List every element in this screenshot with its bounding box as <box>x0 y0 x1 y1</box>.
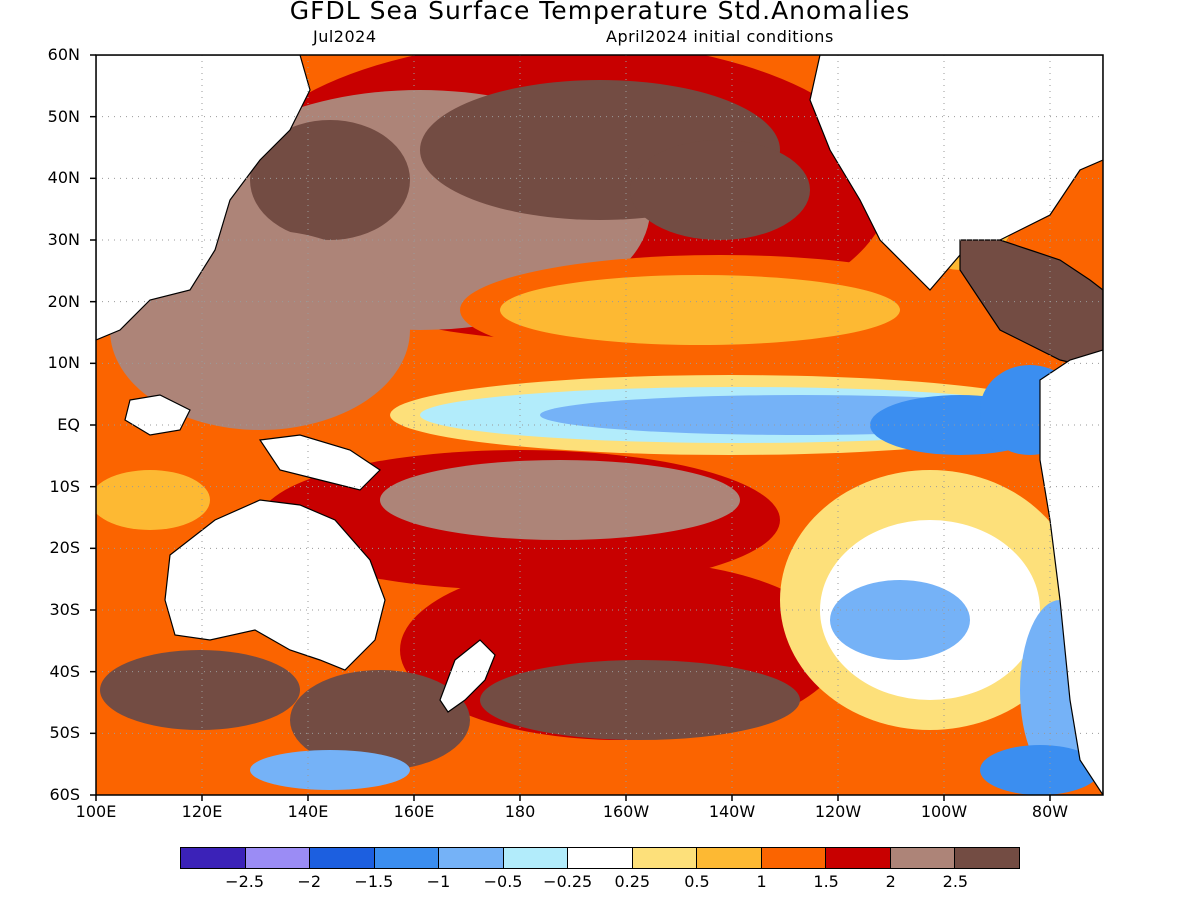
lat-tick-label: 60S <box>49 785 80 804</box>
anomaly-field <box>96 55 1103 795</box>
colorbar-swatch <box>245 848 311 868</box>
lat-tick-label: 30N <box>47 230 80 249</box>
blob-sp-darkbrown <box>480 660 800 740</box>
colorbar-label: 0.25 <box>614 872 651 891</box>
lat-tick-label: 50N <box>47 106 80 126</box>
colorbar-label: 2 <box>885 872 896 891</box>
lat-tick-label: 20N <box>47 291 80 311</box>
colorbar-swatch <box>890 848 956 868</box>
lon-tick-label: 160W <box>602 802 650 821</box>
axis-ticks <box>90 54 1051 801</box>
valid-month-label: Jul2024 <box>313 27 377 46</box>
chart-title: GFDL Sea Surface Temperature Std.Anomali… <box>289 0 911 25</box>
lon-tick-label: 80W <box>1031 802 1069 821</box>
gulf-caribbean <box>959 239 1103 371</box>
australia-land <box>164 499 386 671</box>
lat-tick-label: 10S <box>49 476 80 496</box>
lon-tick-label: 120E <box>181 802 223 821</box>
blob-kuroshio <box>250 120 410 240</box>
colorbar-label: 0.5 <box>684 872 710 891</box>
blob-south-oz <box>100 650 300 730</box>
lon-tick-label: 120W <box>814 802 862 821</box>
colorbar-swatch <box>439 848 504 868</box>
colorbar-label: 2.5 <box>942 872 969 891</box>
lon-tick-label: 140E <box>287 802 329 821</box>
blob-far-south-blue <box>980 745 1100 795</box>
colorbar-label: −0.25 <box>543 872 593 891</box>
colorbar-swatch <box>374 848 440 868</box>
colorbar-label: −2.5 <box>225 872 265 891</box>
blob-np-darkbrown-2 <box>630 140 810 240</box>
colorbar-label: 1.5 <box>813 872 839 891</box>
new-guinea-land <box>258 434 381 491</box>
lat-tick-label: 20S <box>49 538 80 558</box>
lat-tick-label: 60N <box>47 45 80 64</box>
lon-tick-label: 160E <box>393 802 435 821</box>
colorbar-label: −0.5 <box>483 872 523 891</box>
borneo-land <box>124 394 191 436</box>
blob-tasman-darkbrown <box>290 670 470 770</box>
lat-tick-label: EQ <box>57 415 80 434</box>
lat-tick-label: 40S <box>49 661 80 681</box>
init-conditions-label: April2024 initial conditions <box>606 27 834 46</box>
lat-tick-label: 10N <box>47 353 80 373</box>
blob-south-blue <box>250 750 410 790</box>
colorbar-swatch <box>955 848 1019 868</box>
lon-tick-label: 100W <box>920 802 968 821</box>
colorbar-swatch <box>568 848 633 868</box>
colorbar-swatch <box>826 848 891 868</box>
north-america-land <box>809 55 1103 291</box>
colorbar-label: −1 <box>426 872 451 891</box>
new-zealand-land <box>439 639 496 713</box>
blob-sp-brown <box>380 460 740 540</box>
lon-tick-label: 100E <box>75 802 117 821</box>
colorbar-swatch <box>697 848 762 868</box>
colorbar-swatch <box>761 848 827 868</box>
colorbar-swatch <box>632 848 698 868</box>
lat-tick-label: 30S <box>49 600 80 619</box>
south-america-land <box>1039 349 1103 795</box>
asia-land <box>96 55 311 341</box>
lon-tick-label: 180 <box>504 802 536 821</box>
colorbar-label: 1 <box>756 872 767 891</box>
lat-tick-label: 50S <box>49 723 80 743</box>
blob-indian-yellow <box>96 470 210 530</box>
blob-se-pacific-blue <box>830 580 970 660</box>
blob-subtrop-yellow <box>500 275 900 345</box>
lon-tick-label: 140W <box>708 802 756 821</box>
colorbar-swatch <box>310 848 375 868</box>
lat-tick-label: 40N <box>47 168 80 188</box>
colorbar-label: −1.5 <box>354 872 394 891</box>
colorbar-label: −2 <box>297 872 322 891</box>
colorbar <box>180 847 1020 869</box>
colorbar-swatch <box>181 848 246 868</box>
colorbar-swatch <box>503 848 569 868</box>
